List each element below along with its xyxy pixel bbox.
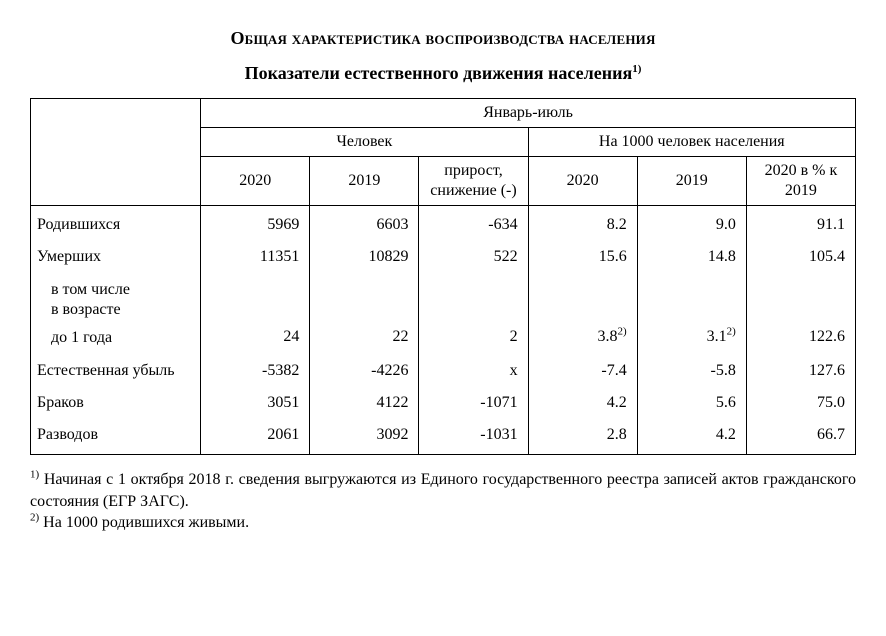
cell-value: 15.6 <box>528 244 637 270</box>
cell-value: -5382 <box>201 358 310 384</box>
table-row-divorces: Разводов 2061 3092 -1031 2.8 4.2 66.7 <box>31 422 856 448</box>
table-row-natural-loss: Естественная убыль -5382 -4226 x -7.4 -5… <box>31 358 856 384</box>
table-row-died: Умерших 11351 10829 522 15.6 14.8 105.4 <box>31 244 856 270</box>
header-group-people: Человек <box>201 128 528 157</box>
document-page: Общая характеристика воспроизводства нас… <box>0 0 886 554</box>
cell-value: 6603 <box>310 212 419 238</box>
header-col-2019b: 2019 <box>637 157 746 206</box>
cell-value: 3.12) <box>637 324 746 352</box>
cell-value: -634 <box>419 212 528 238</box>
sub-title: Показатели естественного движения населе… <box>30 63 856 84</box>
table-row-spacer <box>31 448 856 455</box>
cell-value: 11351 <box>201 244 310 270</box>
cell-value: -1071 <box>419 390 528 416</box>
cell-label: Естественная убыль <box>31 358 201 384</box>
footnote-2: 2) На 1000 родившихся живыми. <box>30 512 856 534</box>
cell-value: 3092 <box>310 422 419 448</box>
cell-value: -7.4 <box>528 358 637 384</box>
table-body: Родившихся 5969 6603 -634 8.2 9.0 91.1 У… <box>31 206 856 455</box>
footref-icon: 2) <box>727 326 736 338</box>
cell-label: в том числе в возрасте <box>31 276 201 324</box>
cell-value: -4226 <box>310 358 419 384</box>
footnote-ref: 2) <box>30 512 39 524</box>
cell-label: Браков <box>31 390 201 416</box>
header-col-2020a: 2020 <box>201 157 310 206</box>
header-indicator-blank <box>31 99 201 206</box>
cell-value: 3051 <box>201 390 310 416</box>
cell-value: 3.82) <box>528 324 637 352</box>
footnote-text: На 1000 родившихся живыми. <box>39 514 249 531</box>
header-period: Январь-июль <box>201 99 856 128</box>
main-title-text: Общая характеристика воспроизводства нас… <box>230 28 655 48</box>
header-col-delta: прирост, снижение (-) <box>419 157 528 206</box>
cell-value: 75.0 <box>746 390 855 416</box>
cell-value: 10829 <box>310 244 419 270</box>
cell-value: -1031 <box>419 422 528 448</box>
footnote-1: 1) Начиная с 1 октября 2018 г. сведения … <box>30 469 856 512</box>
cell-value: 22 <box>310 324 419 352</box>
cell-label: Разводов <box>31 422 201 448</box>
header-group-per1000: На 1000 человек населения <box>528 128 855 157</box>
cell-value: 4.2 <box>637 422 746 448</box>
cell-value: 5969 <box>201 212 310 238</box>
cell-value: 24 <box>201 324 310 352</box>
vital-stats-table: Январь-июль Человек На 1000 человек насе… <box>30 98 856 455</box>
cell-value: 91.1 <box>746 212 855 238</box>
footnotes: 1) Начиная с 1 октября 2018 г. сведения … <box>30 469 856 534</box>
cell-value: 122.6 <box>746 324 855 352</box>
cell-value: 8.2 <box>528 212 637 238</box>
cell-label: Умерших <box>31 244 201 270</box>
cell-value: 66.7 <box>746 422 855 448</box>
table-row-born: Родившихся 5969 6603 -634 8.2 9.0 91.1 <box>31 212 856 238</box>
cell-label: Родившихся <box>31 212 201 238</box>
infant-label: до 1 года <box>37 328 192 348</box>
cell-value: 9.0 <box>637 212 746 238</box>
footnote-ref: 1) <box>30 469 39 481</box>
header-col-2019a: 2019 <box>310 157 419 206</box>
table-row-infant-sub: в том числе в возрасте <box>31 276 856 324</box>
cell-value: -5.8 <box>637 358 746 384</box>
table-header: Январь-июль Человек На 1000 человек насе… <box>31 99 856 206</box>
footnote-text: Начиная с 1 октября 2018 г. сведения выг… <box>30 471 856 510</box>
cell-value: 14.8 <box>637 244 746 270</box>
cell-value: 105.4 <box>746 244 855 270</box>
cell-value: x <box>419 358 528 384</box>
cell-value: 2 <box>419 324 528 352</box>
header-col-2020b: 2020 <box>528 157 637 206</box>
infant-sub-line1: в том числе <box>37 280 192 300</box>
cell-value: 4.2 <box>528 390 637 416</box>
sub-title-footref: 1) <box>632 63 641 75</box>
cell-value: 2061 <box>201 422 310 448</box>
cell-value: 127.6 <box>746 358 855 384</box>
table-row-infant: до 1 года 24 22 2 3.82) 3.12) 122.6 <box>31 324 856 352</box>
footref-icon: 2) <box>618 326 627 338</box>
cell-value: 2.8 <box>528 422 637 448</box>
sub-title-text: Показатели естественного движения населе… <box>245 63 633 83</box>
header-col-ratio: 2020 в % к 2019 <box>746 157 855 206</box>
cell-value: 4122 <box>310 390 419 416</box>
main-title: Общая характеристика воспроизводства нас… <box>30 28 856 49</box>
cell-value: 522 <box>419 244 528 270</box>
table-row-marriages: Браков 3051 4122 -1071 4.2 5.6 75.0 <box>31 390 856 416</box>
infant-sub-line2: в возрасте <box>37 300 192 320</box>
cell-label: до 1 года <box>31 324 201 352</box>
cell-value: 5.6 <box>637 390 746 416</box>
